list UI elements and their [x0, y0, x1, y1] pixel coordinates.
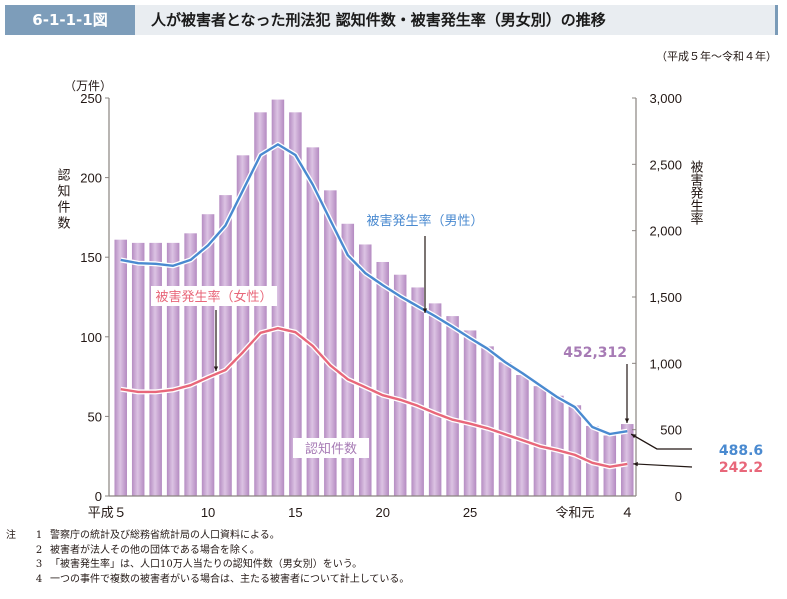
female-rate-label: 被害発生率（女性） [155, 289, 272, 305]
right-tick-label: 2,500 [649, 157, 682, 172]
note-number: 4 [35, 573, 43, 585]
bar-series-label-box [293, 438, 369, 458]
bar [481, 346, 494, 496]
bar [166, 242, 180, 496]
bar [201, 214, 215, 496]
right-axis-title: 被害発生率 [688, 160, 704, 225]
last-male-arrow [630, 433, 658, 450]
bar [324, 190, 337, 496]
bar [498, 362, 512, 496]
bar [289, 112, 302, 496]
right-tick-label: 500 [660, 423, 682, 438]
bar [428, 303, 442, 496]
bar [411, 287, 424, 496]
bar [271, 99, 285, 496]
left-tick-label: 50 [88, 409, 102, 424]
male-rate-label-box [362, 210, 488, 230]
bar [533, 386, 547, 496]
notes-heading: 注 [6, 530, 16, 541]
right-tick-label: 1,000 [649, 356, 682, 371]
x-tick-label: 令和元 [555, 505, 594, 520]
x-tick-label: 20 [375, 505, 389, 520]
right-tick-label: 0 [675, 489, 682, 504]
x-tick-label: 10 [201, 505, 215, 520]
bar [131, 242, 145, 496]
male-label-arrow-head [422, 308, 428, 313]
right-tick-label: 1,500 [649, 290, 682, 305]
note-number: 2 [35, 544, 43, 556]
bar [463, 330, 477, 496]
figure-title: 人が被害者となった刑法犯 認知件数・被害発生率（男女別）の推移 [151, 11, 606, 29]
right-tick-label: 3,000 [649, 91, 682, 106]
x-tick-label: 15 [288, 505, 302, 520]
note-text: 一つの事件で複数の被害者がいる場合は、主たる被害者について計上している。 [50, 573, 410, 585]
x-tick-label: 25 [463, 505, 477, 520]
note-text: 警察庁の統計及び総務省統計局の人口資料による。 [50, 530, 280, 541]
figure-number: 6-1-1-1図 [5, 5, 135, 35]
last-bar-arrow-head [624, 418, 630, 423]
bar [359, 244, 372, 496]
bar [516, 375, 529, 496]
note-text: 「被害発生率」は、人口10万人当たりの認知件数（男女別）をいう。 [50, 559, 363, 570]
bar [376, 261, 389, 496]
left-tick-label: 100 [80, 330, 102, 345]
bar [149, 242, 162, 496]
note-item: 注 1 警察庁の統計及び総務省統計局の人口資料による。 [6, 529, 409, 544]
bar [114, 239, 127, 497]
notes: 注 1 警察庁の統計及び総務省統計局の人口資料による。 2 被害者が法人その他の… [6, 529, 409, 587]
female-rate-label-box [151, 286, 277, 306]
line-female-rate [120, 327, 628, 468]
note-item: 4 一つの事件で複数の被害者がいる場合は、主たる被害者について計上している。 [6, 573, 410, 588]
bar [306, 147, 320, 497]
x-tick-label: ４ [621, 505, 634, 520]
left-tick-label: 200 [80, 171, 102, 186]
note-text: 被害者が法人その他の団体である場合を除く。 [50, 544, 260, 556]
note-item: 2 被害者が法人その他の団体である場合を除く。 [6, 544, 409, 559]
period-label: （平成５年～令和４年） [656, 50, 777, 63]
bar [446, 316, 459, 496]
last-female-value: 242.2 [719, 460, 763, 476]
bar-series [114, 99, 634, 497]
bar [621, 424, 634, 496]
bar [393, 274, 407, 496]
left-tick-label: 150 [80, 250, 102, 265]
right-tick-label: 2,000 [649, 224, 682, 239]
left-tick-label: 0 [95, 489, 102, 504]
bar [568, 405, 582, 496]
line-series [120, 141, 628, 470]
left-axis-title: 認知件数 [55, 167, 71, 232]
line-male-rate [120, 143, 628, 436]
left-axis-unit: （万件） [64, 79, 112, 93]
note-number: 3 [35, 559, 43, 570]
last-bar-value: 452,312 [563, 345, 627, 361]
bar [341, 223, 355, 496]
last-female-arrow [633, 463, 693, 468]
bar [551, 395, 564, 496]
last-male-value: 488.6 [719, 443, 763, 459]
female-label-arrow-head [213, 366, 219, 371]
left-tick-label: 250 [80, 91, 102, 106]
x-tick-label: 平成５ [88, 505, 127, 520]
last-female-arrow-head [633, 461, 638, 467]
note-number: 1 [35, 530, 43, 541]
bar [236, 155, 250, 496]
axes [105, 97, 637, 497]
last-male-arrow-head [631, 434, 637, 439]
bar-series-label: 認知件数 [305, 441, 357, 457]
title-bar: 6-1-1-1図 人が被害者となった刑法犯 認知件数・被害発生率（男女別）の推移 [5, 5, 778, 35]
bar [219, 195, 232, 496]
note-item: 3 「被害発生率」は、人口10万人当たりの認知件数（男女別）をいう。 [6, 558, 409, 573]
chart-labels: 0 50 100 150 200 250 0 500 1,000 1,500 2,000 2,500 3… [55, 79, 764, 520]
bar [184, 233, 197, 496]
male-rate-label: 被害発生率（男性） [366, 213, 483, 229]
chart: 0 50 100 150 200 250 0 500 1,000 1,500 2,000 2,500 3… [55, 79, 764, 520]
